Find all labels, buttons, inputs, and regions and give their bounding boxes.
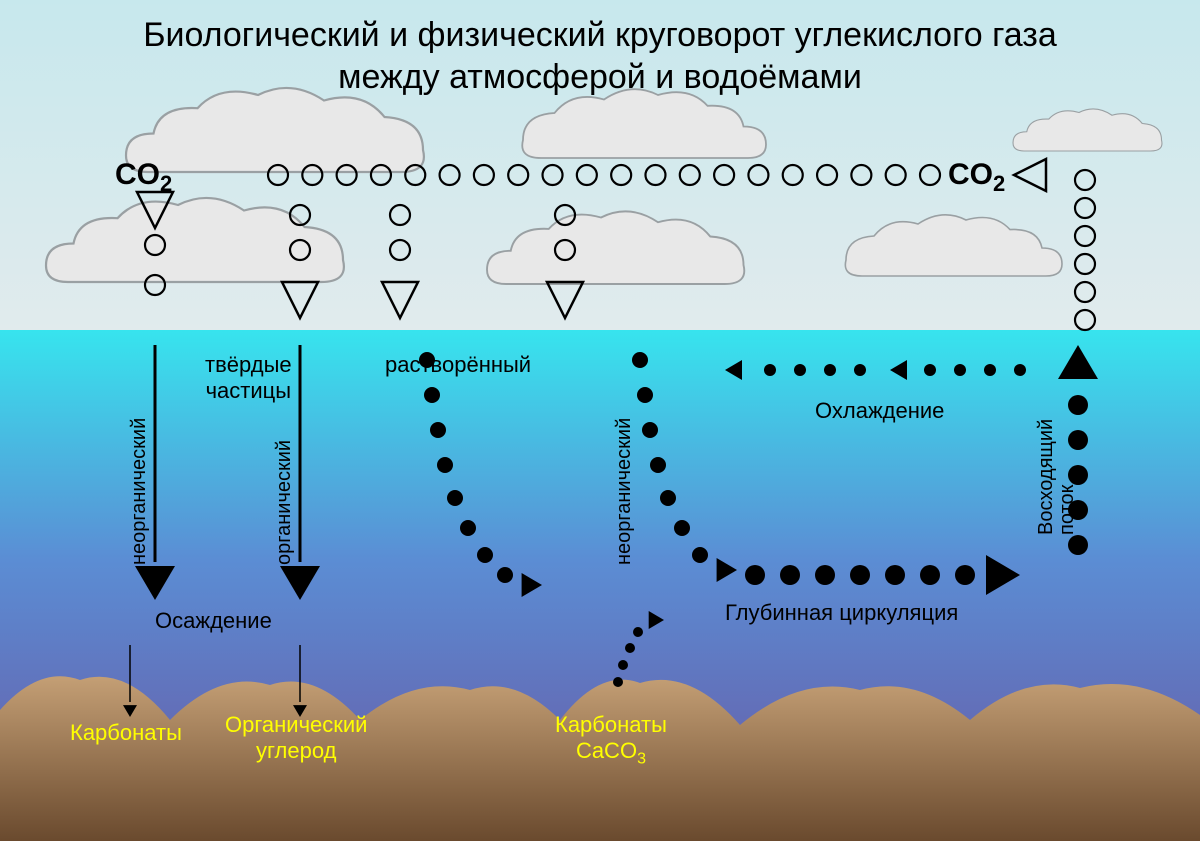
title-line-1: Биологический и физический круговорот уг… bbox=[0, 16, 1200, 55]
carbonates-formula-line1: Карбонаты bbox=[555, 712, 667, 738]
inorganic-vertical-1: неорганический bbox=[128, 370, 151, 565]
solid-particles-line1: твёрдые bbox=[205, 352, 292, 378]
organic-vertical: органический bbox=[273, 390, 296, 565]
co2-label-left: CO2 bbox=[115, 158, 172, 197]
diagram-stage: Биологический и физический круговорот уг… bbox=[0, 0, 1200, 841]
title-line-2: между атмосферой и водоёмами bbox=[0, 58, 1200, 97]
cooling-label: Охлаждение bbox=[815, 398, 944, 424]
deep-circulation-label: Глубинная циркуляция bbox=[725, 600, 958, 626]
dissolved-label: растворённый bbox=[385, 352, 531, 378]
organic-carbon-line1: Органический bbox=[225, 712, 367, 738]
upwelling-vertical: Восходящий поток bbox=[1035, 375, 1079, 550]
upwelling-line1: Восходящий bbox=[1035, 375, 1058, 535]
sedimentation-label: Осаждение bbox=[155, 608, 272, 634]
co2-right-text: CO bbox=[948, 158, 993, 191]
co2-left-text: CO bbox=[115, 158, 160, 191]
organic-carbon-label: Органический углерод bbox=[225, 712, 367, 764]
carbonates-left-label: Карбонаты bbox=[70, 720, 182, 746]
inorganic-vertical-2: неорганический bbox=[613, 370, 636, 565]
co2-right-sub: 2 bbox=[993, 171, 1005, 196]
co2-label-right: CO2 bbox=[948, 158, 1005, 197]
upwelling-line2: поток bbox=[1056, 375, 1079, 535]
organic-carbon-line2: углерод bbox=[225, 738, 367, 764]
carbonates-formula-label: Карбонаты CaCO3 bbox=[555, 712, 667, 768]
co2-left-sub: 2 bbox=[160, 171, 172, 196]
carbonates-formula-line2: CaCO3 bbox=[555, 738, 667, 768]
